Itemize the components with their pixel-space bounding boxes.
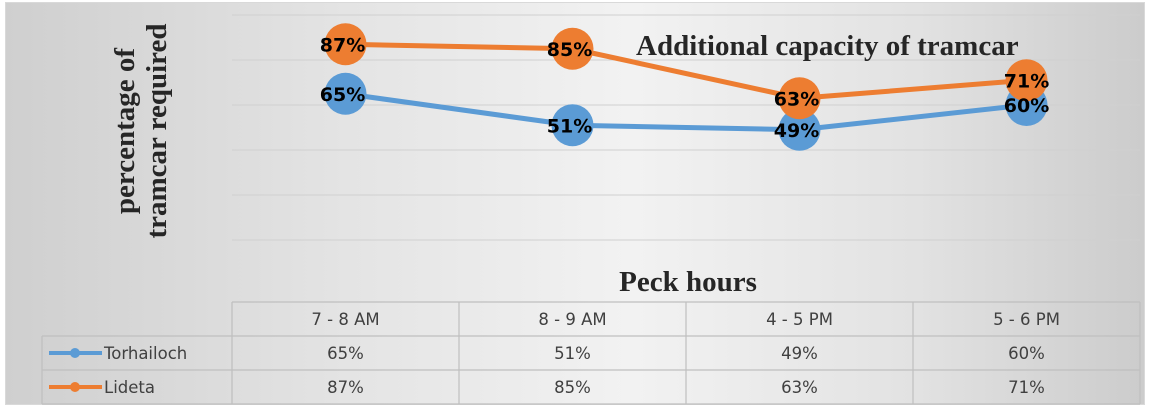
- chart-title: Additional capacity of tramcar: [636, 30, 1019, 62]
- table-cell-value: 71%: [1008, 378, 1045, 397]
- x-tick-label: 8 - 9 AM: [538, 310, 606, 329]
- table-cell-value: 51%: [554, 344, 591, 363]
- x-axis-title: Peck hours: [619, 266, 757, 298]
- data-point-torhailoch: [778, 108, 821, 151]
- x-tick-label: 5 - 6 PM: [993, 310, 1060, 329]
- data-table: 7 - 8 AM 8 - 9 AM 4 - 5 PM 5 - 6 PM Torhailo…: [41, 301, 1141, 405]
- line-chart: 65% 51% 49% 60% 87% 85% 63% 71% Additional capa…: [41, 14, 1141, 405]
- data-label-torhailoch: 49%: [774, 120, 819, 142]
- data-point-lideta: [1005, 59, 1048, 102]
- y-axis-title-line-1: percentage of: [109, 48, 141, 214]
- data-point-torhailoch: [551, 104, 594, 147]
- series-line-torhailoch: [345, 91, 1027, 133]
- x-tick-label: 4 - 5 PM: [766, 310, 833, 329]
- data-label-torhailoch: 60%: [1004, 95, 1049, 117]
- gridlines: [232, 14, 1140, 241]
- data-point-lideta: [778, 77, 821, 120]
- data-label-torhailoch: 65%: [320, 84, 365, 106]
- data-label-lideta: 63%: [774, 88, 819, 110]
- table-cell-value: 63%: [781, 378, 818, 397]
- series-line-lideta: [345, 41, 1027, 101]
- chart-frame: 65% 51% 49% 60% 87% 85% 63% 71% Additional capa…: [5, 2, 1145, 405]
- data-labels: 65% 51% 49% 60% 87% 85% 63% 71%: [320, 34, 1049, 142]
- data-label-torhailoch: 51%: [547, 115, 592, 137]
- table-cell-value: 60%: [1008, 344, 1045, 363]
- series-lines: [345, 41, 1027, 133]
- table-cell-value: 85%: [554, 378, 591, 397]
- y-axis-title-line-2: tramcar required: [141, 23, 173, 238]
- legend-key-marker: [70, 348, 80, 358]
- data-point-lideta: [551, 27, 594, 70]
- series-markers: [324, 23, 1048, 151]
- data-point-torhailoch: [324, 72, 367, 115]
- table-cell-value: 87%: [327, 378, 364, 397]
- legend-entry: Lideta: [104, 378, 155, 397]
- data-label-lideta: 71%: [1004, 70, 1049, 92]
- table-cell-value: 49%: [781, 344, 818, 363]
- data-label-lideta: 87%: [320, 34, 365, 56]
- data-label-lideta: 85%: [547, 39, 592, 61]
- x-tick-label: 7 - 8 AM: [311, 310, 379, 329]
- data-point-lideta: [324, 23, 367, 66]
- legend-key-marker: [70, 382, 80, 392]
- legend-entry: Torhailoch: [103, 344, 187, 363]
- y-axis-title: percentage of tramcar required: [109, 23, 173, 238]
- table-cell-value: 65%: [327, 344, 364, 363]
